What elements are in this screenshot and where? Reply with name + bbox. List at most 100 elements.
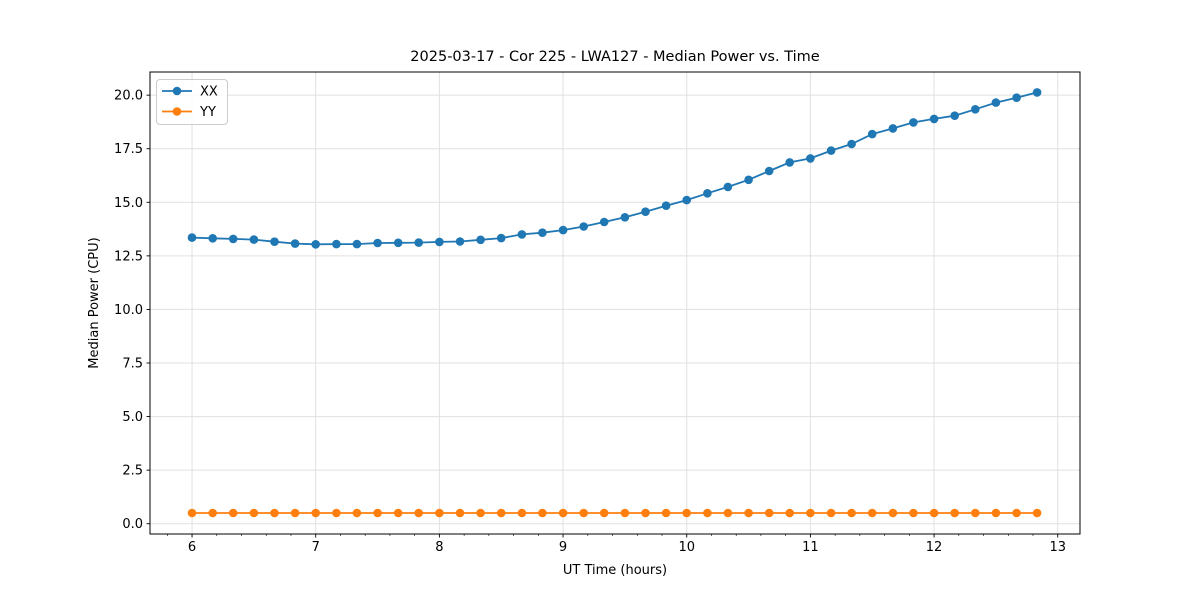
data-point-YY: [723, 508, 733, 518]
data-point-XX: [661, 201, 671, 210]
data-point-XX: [538, 228, 547, 237]
data-point-YY: [599, 508, 609, 518]
data-point-XX: [785, 158, 794, 167]
data-point-YY: [228, 508, 238, 518]
legend: XX YY: [156, 79, 228, 125]
data-point-YY: [909, 508, 918, 518]
legend-label: XX: [200, 85, 218, 100]
data-point-YY: [352, 508, 362, 518]
data-point-XX: [270, 237, 279, 246]
series-XX: [187, 88, 1042, 249]
data-point-YY: [641, 508, 650, 518]
data-point-YY: [620, 508, 630, 518]
x-tick-label: 7: [312, 540, 320, 555]
data-point-XX: [971, 105, 980, 114]
y-tick-label: 12.5: [114, 249, 143, 264]
data-point-YY: [764, 508, 774, 518]
data-point-YY: [744, 508, 753, 518]
data-point-XX: [1032, 88, 1042, 97]
data-point-YY: [538, 508, 547, 518]
data-point-YY: [393, 508, 403, 518]
data-point-YY: [435, 508, 444, 518]
data-point-XX: [290, 239, 300, 248]
data-point-XX: [496, 233, 506, 243]
legend-marker-sample: [172, 86, 182, 96]
data-point-XX: [599, 217, 609, 227]
series-YY: [187, 508, 1042, 518]
x-tick-label: 9: [559, 540, 567, 555]
y-tick-label: 5.0: [122, 410, 143, 425]
data-point-XX: [352, 239, 362, 249]
tick-labels: 6 7 8 9 10 11 12 13 0.0 2.5 5.0 7.5 10.0 12.5 15.0 17.5…: [114, 89, 1066, 555]
data-point-YY: [1032, 508, 1042, 518]
data-point-YY: [785, 508, 794, 518]
data-point-YY: [332, 508, 341, 518]
data-point-XX: [744, 175, 753, 185]
data-point-YY: [476, 508, 485, 518]
data-point-XX: [641, 207, 650, 216]
data-point-YY: [991, 508, 1001, 518]
data-point-XX: [950, 111, 959, 120]
y-tick-label: 17.5: [114, 142, 143, 157]
data-point-XX: [517, 230, 527, 239]
data-point-XX: [228, 234, 238, 244]
axis-ticks: [146, 94, 1059, 538]
data-point-YY: [187, 508, 197, 518]
x-tick-label: 11: [802, 540, 819, 555]
data-point-XX: [455, 237, 465, 246]
y-tick-label: 15.0: [114, 196, 143, 211]
data-point-YY: [455, 508, 465, 518]
data-point-YY: [414, 508, 424, 518]
data-point-XX: [806, 154, 815, 163]
data-point-XX: [826, 146, 836, 155]
data-point-XX: [867, 129, 877, 139]
data-point-YY: [661, 508, 671, 518]
y-tick-label: 10.0: [114, 303, 143, 318]
chart-title: 2025-03-17 - Cor 225 - LWA127 - Median P…: [410, 49, 820, 65]
data-point-XX: [476, 235, 485, 245]
data-point-XX: [991, 98, 1001, 107]
data-point-YY: [496, 508, 506, 518]
data-point-YY: [971, 508, 980, 518]
data-point-YY: [806, 508, 815, 518]
data-point-YY: [517, 508, 527, 518]
data-point-XX: [393, 238, 403, 248]
series-line-XX: [191, 91, 1038, 246]
data-point-YY: [373, 508, 382, 518]
data-point-YY: [682, 508, 691, 518]
data-point-XX: [703, 189, 712, 198]
data-point-XX: [909, 118, 918, 127]
data-point-YY: [208, 508, 217, 518]
data-point-XX: [888, 124, 898, 133]
x-tick-label: 13: [1049, 540, 1066, 555]
data-point-XX: [579, 222, 588, 231]
data-point-XX: [847, 139, 856, 149]
data-point-YY: [950, 508, 959, 518]
legend-marker-sample: [172, 107, 182, 116]
data-point-YY: [249, 508, 259, 518]
data-point-XX: [311, 240, 321, 249]
gridlines: [150, 72, 1080, 534]
x-tick-label: 8: [435, 540, 443, 555]
data-point-XX: [414, 238, 424, 247]
data-point-YY: [847, 508, 856, 518]
data-point-YY: [1012, 508, 1021, 518]
plot-frame: [149, 71, 1081, 535]
y-tick-label: 2.5: [122, 464, 143, 479]
data-point-YY: [311, 508, 321, 518]
data-point-YY: [558, 508, 568, 518]
x-tick-label: 12: [926, 540, 943, 555]
y-axis-label: Median Power (CPU): [87, 237, 102, 369]
data-point-XX: [723, 182, 733, 192]
legend-label: YY: [199, 105, 216, 120]
x-tick-label: 10: [678, 540, 695, 555]
data-point-XX: [249, 235, 259, 244]
x-axis-label: UT Time (hours): [562, 563, 668, 578]
data-point-YY: [826, 508, 836, 518]
data-point-XX: [332, 239, 341, 249]
data-point-YY: [270, 508, 279, 518]
data-point-XX: [929, 114, 939, 124]
x-tick-label: 6: [188, 540, 196, 555]
